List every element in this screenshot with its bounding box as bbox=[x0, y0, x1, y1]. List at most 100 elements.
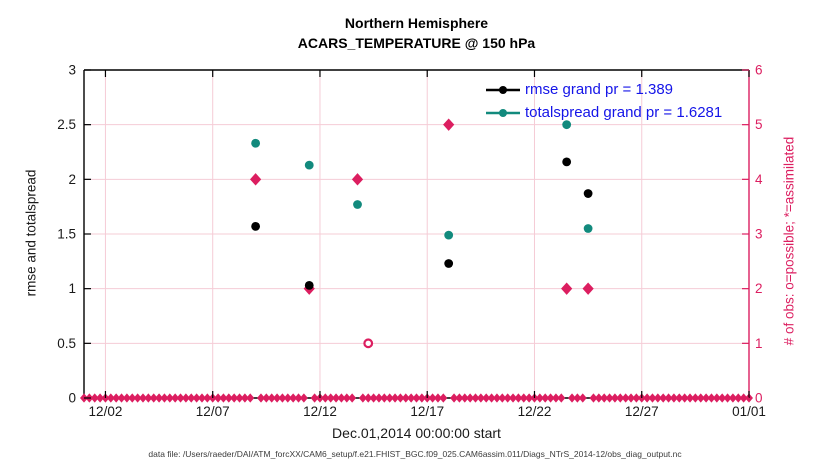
obs-zero-marker bbox=[680, 393, 689, 403]
obs-zero-marker bbox=[160, 393, 169, 403]
obs-zero-marker bbox=[686, 393, 695, 403]
y-tick-label-left: 1 bbox=[68, 281, 76, 296]
obs-zero-marker bbox=[578, 393, 587, 403]
obs-zero-marker bbox=[664, 393, 673, 403]
obs-zero-marker bbox=[519, 393, 528, 403]
totalspread-point bbox=[353, 200, 362, 209]
obs-zero-marker bbox=[702, 393, 711, 403]
obs-zero-marker bbox=[278, 393, 287, 403]
obs-zero-marker bbox=[326, 393, 335, 403]
totalspread-point bbox=[444, 230, 454, 240]
obs-zero-marker bbox=[439, 393, 448, 403]
y-axis-label-left: rmse and totalspread bbox=[23, 169, 39, 297]
obs-zero-marker bbox=[267, 393, 276, 403]
obs-zero-marker bbox=[310, 393, 319, 403]
totalspread-series bbox=[251, 120, 593, 240]
obs-zero-marker bbox=[289, 393, 298, 403]
obs-zero-marker bbox=[659, 393, 668, 403]
rmse-line-marker-icon bbox=[486, 85, 520, 94]
x-tick-label: 12/07 bbox=[196, 404, 230, 419]
obs-zero-marker bbox=[546, 393, 555, 403]
obs-zero-marker bbox=[246, 393, 255, 403]
obs-zero-marker bbox=[551, 393, 560, 403]
obs-zero-marker bbox=[396, 393, 405, 403]
obs-zero-marker bbox=[648, 393, 657, 403]
obs-zero-marker bbox=[380, 393, 389, 403]
obs-zero-marker bbox=[498, 393, 507, 403]
obs-assimilated-markers bbox=[250, 118, 594, 295]
obs-zero-marker bbox=[433, 393, 442, 403]
y-tick-label-left: 3 bbox=[68, 63, 76, 78]
chart-title: Northern Hemisphere bbox=[344, 15, 489, 31]
obs-zero-marker bbox=[557, 393, 566, 403]
obs-zero-marker bbox=[155, 393, 164, 403]
obs-zero-marker bbox=[492, 393, 501, 403]
obs-zero-marker bbox=[514, 393, 523, 403]
y-tick-label-right: 1 bbox=[755, 336, 763, 351]
y-tick-label-right: 3 bbox=[755, 227, 763, 242]
obs-zero-marker bbox=[90, 393, 99, 403]
obs-zero-marker bbox=[605, 393, 614, 403]
legend-label-totalspread: totalspread grand pr = 1.6281 bbox=[525, 104, 723, 121]
obs-zero-marker bbox=[728, 393, 737, 403]
rmse-point bbox=[444, 259, 454, 268]
obs-zero-marker bbox=[653, 393, 662, 403]
obs-zero-marker bbox=[471, 393, 480, 403]
y-tick-label-left: 0.5 bbox=[57, 336, 76, 351]
obs-zero-marker bbox=[594, 393, 603, 403]
title-block: Northern Hemisphere ACARS_TEMPERATURE @ … bbox=[84, 13, 749, 53]
obs-zero-marker bbox=[509, 393, 518, 403]
obs-zero-marker bbox=[321, 393, 330, 403]
obs-zero-marker bbox=[219, 393, 228, 403]
x-tick-label: 12/12 bbox=[303, 404, 337, 419]
obs-zero-marker bbox=[691, 393, 700, 403]
obs-zero-marker bbox=[192, 393, 201, 403]
legend-label-rmse: rmse grand pr = 1.389 bbox=[525, 81, 674, 98]
y-tick-label-left: 0 bbox=[68, 391, 76, 406]
y-tick-label-right: 2 bbox=[755, 281, 763, 296]
obs-zero-marker bbox=[299, 393, 308, 403]
obs-zero-marker bbox=[707, 393, 716, 403]
obs-zero-marker bbox=[235, 393, 244, 403]
obs-zero-marker bbox=[197, 393, 206, 403]
obs-zero-marker bbox=[460, 393, 469, 403]
obs-zero-marker bbox=[294, 393, 303, 403]
obs-zero-marker bbox=[133, 393, 142, 403]
obs-zero-marker bbox=[412, 393, 421, 403]
obs-zero-marker bbox=[407, 393, 416, 403]
assimilated-marker bbox=[582, 282, 594, 295]
obs-zero-marker bbox=[712, 393, 721, 403]
obs-zero-marker bbox=[171, 393, 180, 403]
y-tick-label-right: 5 bbox=[755, 117, 763, 132]
obs-possible-markers bbox=[363, 338, 374, 349]
obs-zero-marker bbox=[401, 393, 410, 403]
x-tick-label: 12/27 bbox=[625, 404, 659, 419]
obs-zero-marker bbox=[610, 393, 619, 403]
obs-zero-marker bbox=[541, 393, 550, 403]
chart-subtitle: ACARS_TEMPERATURE @ 150 hPa bbox=[297, 35, 536, 51]
obs-zero-marker bbox=[482, 393, 491, 403]
assimilated-marker bbox=[250, 173, 262, 186]
obs-zero-marker bbox=[621, 393, 630, 403]
rmse-point bbox=[304, 280, 314, 290]
obs-zero-marker bbox=[391, 393, 400, 403]
obs-zero-marker bbox=[675, 393, 684, 403]
assimilated-marker bbox=[443, 118, 455, 131]
possible-marker bbox=[363, 338, 374, 349]
obs-zero-marker bbox=[256, 393, 265, 403]
obs-zero-marker bbox=[487, 393, 496, 403]
obs-zero-marker bbox=[627, 393, 636, 403]
obs-zero-marker bbox=[450, 393, 459, 403]
obs-zero-marker bbox=[643, 393, 652, 403]
obs-zero-marker bbox=[181, 393, 190, 403]
obs-zero-marker bbox=[632, 393, 641, 403]
obs-zero-marker bbox=[525, 393, 534, 403]
obs-zero-row bbox=[80, 393, 753, 403]
x-axis-label: Dec.01,2014 00:00:00 start bbox=[332, 425, 501, 441]
obs-zero-marker bbox=[348, 393, 357, 403]
obs-zero-marker bbox=[573, 393, 582, 403]
obs-zero-marker bbox=[600, 393, 609, 403]
obs-zero-marker bbox=[342, 393, 351, 403]
x-tick-label: 12/17 bbox=[410, 404, 444, 419]
